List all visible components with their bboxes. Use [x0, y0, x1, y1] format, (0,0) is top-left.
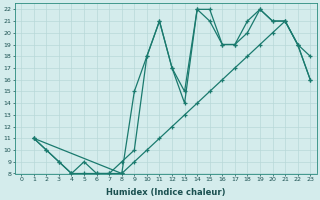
X-axis label: Humidex (Indice chaleur): Humidex (Indice chaleur) — [106, 188, 226, 197]
